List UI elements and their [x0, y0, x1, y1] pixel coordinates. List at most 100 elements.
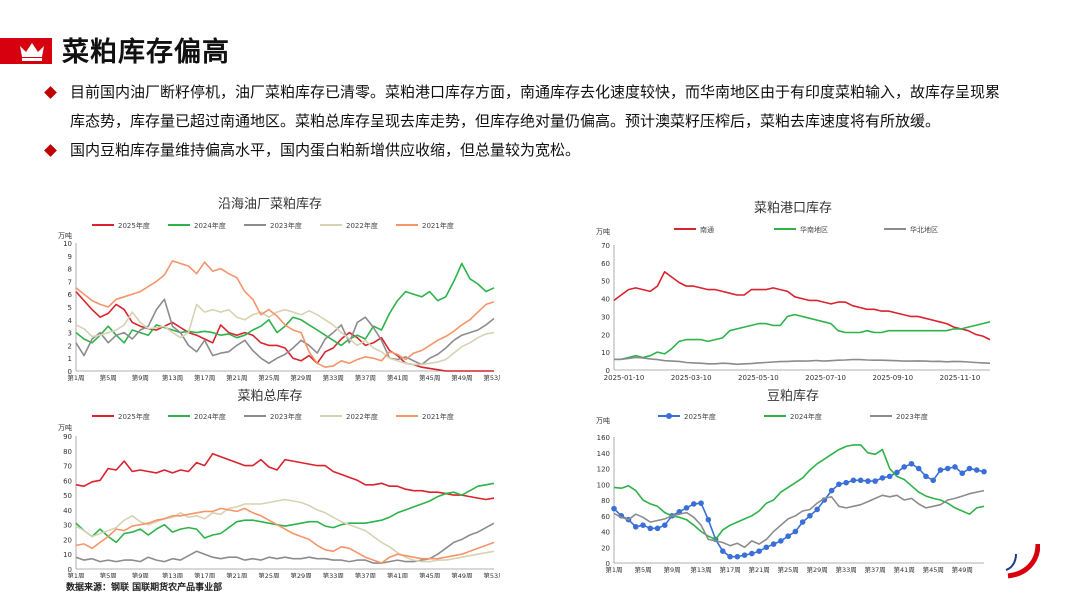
- data-point: [640, 522, 646, 528]
- legend-label: 2024年度: [194, 412, 226, 421]
- series-line-2021年度: [75, 260, 495, 368]
- x-tick-label: 第13周: [162, 373, 183, 382]
- y-tick-label: 0: [68, 368, 72, 376]
- series-line-华北地区: [614, 356, 991, 366]
- x-tick-label: 2025-09-10: [872, 374, 913, 382]
- series-line-2025年度: [75, 452, 495, 501]
- x-tick-label: 第37周: [355, 571, 376, 578]
- y-tick-label: 6: [68, 291, 73, 299]
- x-tick-label: 第49周: [451, 373, 472, 382]
- series-line-2024年度: [75, 482, 495, 544]
- legend-label: 2021年度: [422, 221, 454, 230]
- diamond-bullet-icon: [44, 144, 57, 157]
- legend-label: 2024年度: [194, 221, 226, 230]
- series-line-2024年度: [613, 444, 985, 541]
- x-tick-label: 第5周: [634, 565, 651, 574]
- series-line-2023年度: [75, 522, 495, 564]
- legend-label: 2021年度: [422, 412, 454, 421]
- data-point: [654, 525, 661, 532]
- data-point: [944, 465, 951, 472]
- x-tick-label: 第13周: [690, 565, 711, 574]
- y-tick-label: 40: [601, 529, 610, 537]
- x-tick-label: 第1周: [605, 565, 622, 574]
- data-point: [886, 473, 893, 480]
- legend-label: 2025年度: [118, 412, 150, 421]
- bullet-text: 国内豆粕库存量维持偏高水平，国内蛋白粕新增供应收缩，但总量较为宽松。: [70, 141, 581, 159]
- legend-label: 南通: [700, 225, 714, 234]
- x-tick-label: 第49周: [952, 565, 973, 574]
- x-tick-label: 第5周: [100, 571, 117, 578]
- x-tick-label: 第17周: [194, 571, 215, 578]
- data-point: [828, 487, 835, 494]
- y-tick-label: 20: [601, 331, 610, 339]
- y-axis-unit: 万吨: [58, 231, 72, 240]
- data-point: [647, 525, 654, 532]
- legend-label: 2022年度: [346, 221, 378, 230]
- data-point: [756, 548, 762, 554]
- data-point: [814, 506, 820, 513]
- x-tick-label: 第5周: [100, 373, 117, 382]
- data-point: [915, 465, 922, 472]
- data-point: [763, 544, 770, 551]
- y-tick-label: 50: [601, 278, 610, 286]
- legend-label: 2023年度: [270, 221, 302, 230]
- x-tick-label: 第37周: [865, 565, 886, 574]
- x-tick-label: 第41周: [387, 373, 408, 382]
- x-tick-label: 第29周: [806, 565, 827, 574]
- legend-label: 2023年度: [270, 412, 302, 421]
- data-point: [770, 541, 777, 547]
- data-point: [799, 519, 806, 525]
- x-tick-label: 第9周: [663, 565, 680, 574]
- bullet-text: 目前国内油厂断籽停机，油厂菜粕库存已清零。菜粕港口库存方面，南通库存去化速度较快…: [70, 83, 1001, 130]
- y-tick-label: 4: [68, 317, 73, 325]
- x-tick-label: 第13周: [162, 571, 183, 578]
- y-tick-label: 0: [606, 560, 610, 568]
- x-tick-label: 第45周: [419, 373, 440, 382]
- x-tick-label: 第53周: [483, 373, 500, 382]
- series-line-华南地区: [614, 313, 991, 361]
- chart-title: 沿海油厂菜粕库存: [218, 196, 322, 212]
- y-tick-label: 40: [601, 296, 610, 304]
- data-point: [778, 538, 784, 544]
- data-point: [865, 478, 871, 484]
- data-point: [727, 553, 733, 560]
- y-tick-label: 0: [68, 566, 72, 574]
- chart-title: 菜粕总库存: [237, 388, 302, 404]
- data-point: [923, 473, 929, 480]
- y-tick-label: 0: [606, 367, 610, 375]
- y-tick-label: 10: [63, 240, 72, 248]
- legend-label: 2025年度: [684, 412, 716, 421]
- x-tick-label: 2025-03-10: [671, 374, 712, 382]
- data-point: [843, 479, 849, 486]
- y-tick-label: 7: [68, 278, 72, 286]
- data-point: [930, 477, 937, 484]
- data-point: [807, 512, 813, 519]
- x-tick-label: 2025-05-10: [738, 374, 779, 382]
- data-point: [720, 548, 726, 554]
- x-tick-label: 第37周: [355, 373, 376, 382]
- y-tick-label: 1: [68, 355, 72, 363]
- data-point: [850, 477, 857, 484]
- y-tick-label: 120: [597, 466, 610, 474]
- data-point: [792, 528, 799, 535]
- data-source-note: 数据来源：钢联 国联期货农产品事业部: [66, 583, 223, 593]
- bullet-item: 目前国内油厂断籽停机，油厂菜粕库存已清零。菜粕港口库存方面，南通库存去化速度较快…: [44, 78, 1004, 136]
- data-point: [966, 465, 973, 472]
- data-point: [734, 553, 741, 560]
- legend-label: 华北地区: [910, 225, 938, 234]
- x-tick-label: 2025-11-10: [940, 374, 981, 382]
- x-tick-label: 第45周: [923, 565, 944, 574]
- x-tick-label: 第25周: [258, 373, 279, 382]
- y-tick-label: 90: [63, 433, 72, 441]
- x-tick-label: 第45周: [419, 571, 440, 578]
- x-tick-label: 第33周: [836, 565, 857, 574]
- data-point: [973, 467, 980, 473]
- series-line-2021年度: [75, 507, 495, 564]
- data-point: [741, 552, 748, 558]
- x-tick-label: 第41周: [894, 565, 915, 574]
- x-tick-label: 第53周: [483, 571, 500, 578]
- y-tick-label: 20: [601, 544, 610, 552]
- y-tick-label: 8: [68, 266, 72, 274]
